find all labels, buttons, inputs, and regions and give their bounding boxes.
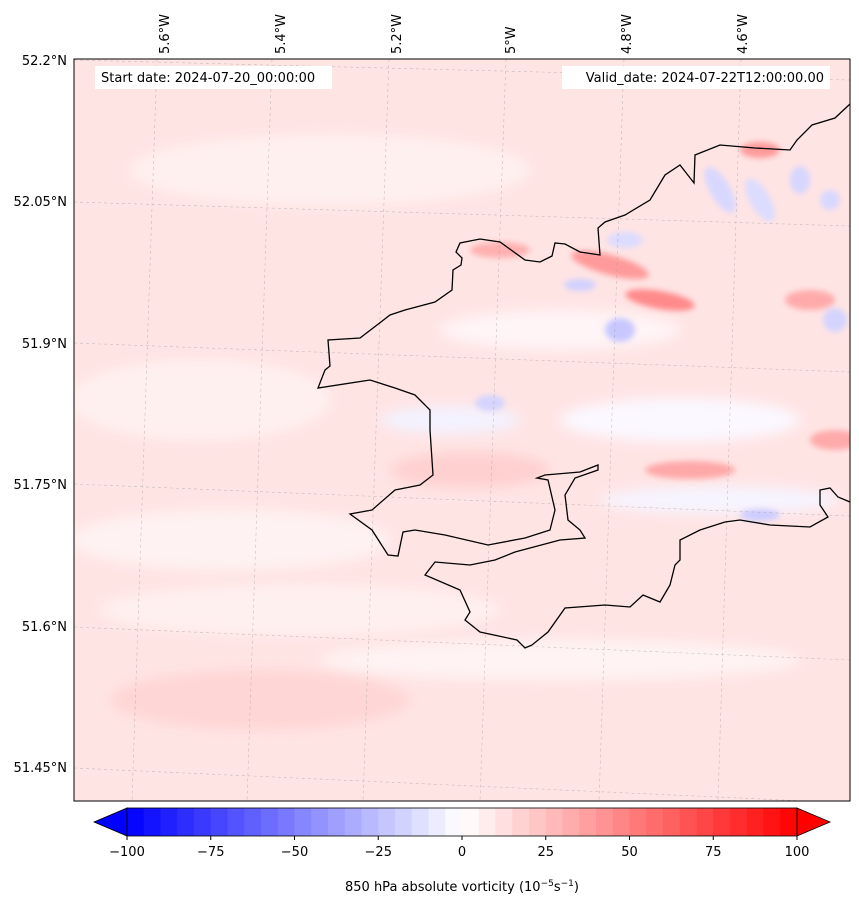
colorbar-cell bbox=[378, 808, 396, 836]
colorbar-max-extend bbox=[796, 807, 832, 837]
colorbar-cell bbox=[512, 808, 530, 836]
colorbar-cell bbox=[730, 808, 748, 836]
colorbar-tick-label: 0 bbox=[458, 845, 466, 860]
colorbar-cell bbox=[780, 808, 798, 836]
colorbar-cell bbox=[612, 808, 630, 836]
colorbar-cell bbox=[445, 808, 463, 836]
colorbar-cell bbox=[763, 808, 781, 836]
colorbar-cell bbox=[344, 808, 362, 836]
colorbar-cell bbox=[696, 808, 714, 836]
colorbar-cell bbox=[529, 808, 547, 836]
vorticity-field-streaks bbox=[470, 142, 850, 521]
colorbar-ticks: −100 −75 −50 −25 0 25 50 75 100 bbox=[109, 836, 809, 860]
colorbar-cell bbox=[545, 808, 563, 836]
colorbar: −100 −75 −50 −25 0 25 50 75 100 850 hPa absolute… bbox=[92, 807, 832, 895]
colorbar-cell bbox=[462, 808, 480, 836]
colorbar-cell bbox=[210, 808, 228, 836]
colorbar-label: 850 hPa absolute vorticity (10−5s−1) bbox=[345, 879, 579, 895]
colorbar-cell bbox=[646, 808, 664, 836]
coastline bbox=[316, 103, 850, 649]
colorbar-cell bbox=[679, 808, 697, 836]
colorbar-cell bbox=[127, 808, 145, 836]
colorbar-cell bbox=[596, 808, 614, 836]
lon-label: 5°W bbox=[504, 26, 519, 54]
colorbar-cell bbox=[361, 808, 379, 836]
colorbar-cell bbox=[746, 808, 764, 836]
vorticity-field-low bbox=[74, 135, 840, 730]
colorbar-tick-label: 75 bbox=[705, 845, 722, 860]
lon-label: 5.6°W bbox=[158, 14, 173, 54]
lat-label: 51.75°N bbox=[14, 478, 67, 493]
colorbar-tick-label: −75 bbox=[197, 845, 224, 860]
colorbar-tick-label: −25 bbox=[365, 845, 392, 860]
lon-label: 4.8°W bbox=[620, 14, 635, 54]
map-panel bbox=[74, 59, 850, 801]
colorbar-cell bbox=[395, 808, 413, 836]
colorbar-cell bbox=[663, 808, 681, 836]
start-date-label: Start date: 2024-07-20_00:00:00 bbox=[101, 71, 315, 86]
map-frame bbox=[73, 58, 851, 802]
colorbar-cell bbox=[177, 808, 195, 836]
lat-label: 52.05°N bbox=[14, 195, 67, 210]
lat-label: 51.6°N bbox=[22, 620, 67, 635]
lon-label: 5.2°W bbox=[390, 14, 405, 54]
colorbar-cell bbox=[143, 808, 161, 836]
lat-label: 51.45°N bbox=[14, 761, 67, 776]
colorbar-cell bbox=[579, 808, 597, 836]
colorbar-min-extend bbox=[92, 807, 128, 837]
lat-label: 51.9°N bbox=[22, 337, 67, 352]
colorbar-tick-label: 50 bbox=[621, 845, 638, 860]
graticule bbox=[74, 59, 850, 801]
colorbar-tick-label: 25 bbox=[537, 845, 554, 860]
colorbar-cell bbox=[713, 808, 731, 836]
colorbar-cell bbox=[478, 808, 496, 836]
valid-date-label: Valid_date: 2024-07-22T12:00:00.00 bbox=[586, 71, 824, 86]
colorbar-cell bbox=[294, 808, 312, 836]
lon-label: 5.4°W bbox=[274, 14, 289, 54]
colorbar-cell bbox=[411, 808, 429, 836]
colorbar-cell bbox=[227, 808, 245, 836]
colorbar-tick-label: −100 bbox=[109, 845, 145, 860]
colorbar-cell bbox=[160, 808, 178, 836]
colorbar-cell bbox=[328, 808, 346, 836]
lat-label: 52.2°N bbox=[22, 54, 67, 69]
colorbar-cell bbox=[629, 808, 647, 836]
colorbar-cell bbox=[194, 808, 212, 836]
colorbar-cells bbox=[127, 808, 798, 836]
colorbar-cell bbox=[277, 808, 295, 836]
colorbar-tick-label: 100 bbox=[785, 845, 810, 860]
colorbar-cell bbox=[311, 808, 329, 836]
colorbar-cell bbox=[495, 808, 513, 836]
colorbar-tick-label: −50 bbox=[281, 845, 308, 860]
latitude-labels: 52.2°N 52.05°N 51.9°N 51.75°N 51.6°N 51.… bbox=[14, 54, 67, 776]
colorbar-cell bbox=[261, 808, 279, 836]
colorbar-cell bbox=[562, 808, 580, 836]
colorbar-cell bbox=[244, 808, 262, 836]
valid-date-box bbox=[562, 66, 830, 89]
colorbar-cell bbox=[428, 808, 446, 836]
longitude-labels: 5.6°W 5.4°W 5.2°W 5°W 4.8°W 4.6°W bbox=[158, 14, 751, 54]
lon-label: 4.6°W bbox=[736, 14, 751, 54]
start-date-box bbox=[95, 66, 332, 89]
